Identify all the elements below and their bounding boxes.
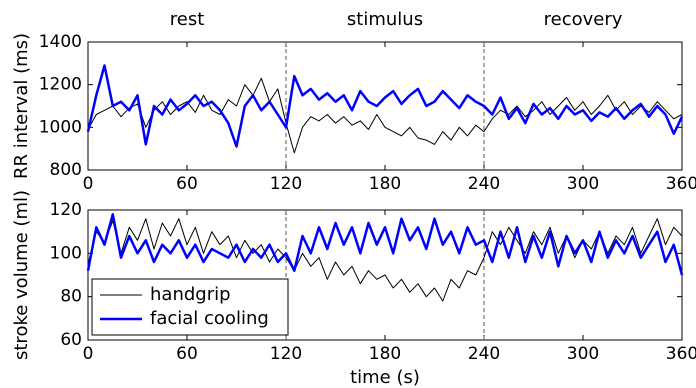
phase-label: recovery (544, 9, 623, 30)
legend-box (91, 278, 289, 336)
x-axis-label: time (s) (350, 367, 420, 388)
y-axis-label: RR interval (ms) (11, 33, 32, 179)
plot-frame (87, 41, 683, 171)
x-tick-label: 0 (83, 174, 94, 194)
x-tick-label: 120 (270, 344, 302, 364)
x-tick-label: 120 (270, 174, 302, 194)
x-tick-label: 0 (83, 344, 94, 364)
x-tick-label: 60 (176, 174, 198, 194)
x-tick-label: 300 (567, 174, 599, 194)
x-tick-label: 240 (468, 344, 500, 364)
x-tick-label: 180 (369, 344, 401, 364)
phase-label: stimulus (347, 9, 423, 30)
y-tick-label: 800 (50, 160, 82, 180)
legend-label: facial cooling (150, 308, 269, 329)
y-axis-label: stroke volume (ml) (11, 190, 32, 360)
y-tick-label: 1000 (39, 117, 82, 137)
x-tick-label: 300 (567, 344, 599, 364)
y-tick-label: 1400 (39, 32, 82, 52)
y-tick-label: 1200 (39, 75, 82, 95)
x-tick-label: 60 (176, 344, 198, 364)
x-tick-label: 180 (369, 174, 401, 194)
series-line (86, 213, 684, 276)
y-tick-label: 60 (60, 330, 82, 350)
y-tick-label: 80 (60, 287, 82, 307)
y-tick-label: 100 (50, 243, 82, 263)
series-line (87, 77, 683, 154)
x-tick-label: 360 (666, 174, 696, 194)
y-tick-label: 120 (50, 200, 82, 220)
x-tick-label: 240 (468, 174, 500, 194)
legend-label: handgrip (150, 284, 231, 305)
x-tick-label: 360 (666, 344, 696, 364)
series-line (86, 64, 684, 148)
phase-label: rest (170, 9, 205, 30)
